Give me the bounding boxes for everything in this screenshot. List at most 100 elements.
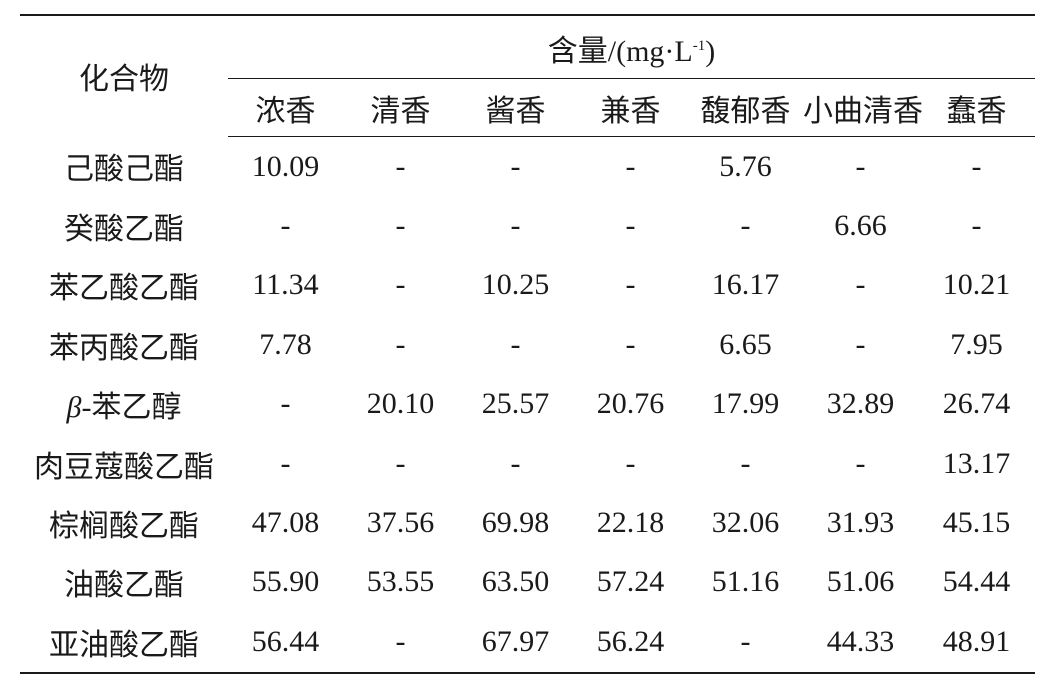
value-cell: - xyxy=(280,209,291,243)
compound-content-table: 化合物 含量/(mg·L-1) 浓香 清香 酱香 兼香 馥郁香 小曲清香 蠢香 … xyxy=(20,14,1036,674)
value-cell: 31.93 xyxy=(826,506,895,540)
value-cell: 32.06 xyxy=(711,506,780,540)
value-cell: 10.25 xyxy=(481,268,550,302)
value-cell: 32.89 xyxy=(826,387,895,421)
value-cell: - xyxy=(510,209,521,243)
data-table-container: 化合物 含量/(mg·L-1) 浓香 清香 酱香 兼香 馥郁香 小曲清香 蠢香 … xyxy=(20,14,1036,674)
value-cell: 45.15 xyxy=(942,506,1011,540)
compound-name-cell: 棕榈酸乙酯 xyxy=(49,510,199,544)
value-cell: 63.50 xyxy=(481,565,550,599)
value-cell: - xyxy=(395,149,406,183)
value-cell: 6.66 xyxy=(834,209,887,243)
value-cell: - xyxy=(510,327,521,361)
value-cell: - xyxy=(510,446,521,480)
table-header: 化合物 含量/(mg·L-1) 浓香 清香 酱香 兼香 馥郁香 小曲清香 蠢香 xyxy=(20,14,1036,137)
value-cell: - xyxy=(740,209,751,243)
column-header: 清香 xyxy=(343,78,458,137)
column-header: 馥郁香 xyxy=(688,78,803,137)
table-row: 苯乙酸乙酯 11.34 - 10.25 - 16.17 - 10.21 xyxy=(20,256,1035,315)
value-cell: 17.99 xyxy=(711,387,780,421)
value-cell: 47.08 xyxy=(251,506,320,540)
value-cell: - xyxy=(971,149,982,183)
compound-name-cell: 油酸乙酯 xyxy=(64,569,184,603)
value-cell: 25.57 xyxy=(481,387,550,421)
value-cell: 56.44 xyxy=(228,612,343,674)
value-cell: - xyxy=(343,612,458,674)
compound-name-cell: β-苯乙醇 xyxy=(20,375,228,434)
content-unit-superscript: -1 xyxy=(692,38,706,54)
value-cell: 57.24 xyxy=(596,565,665,599)
value-cell: 7.95 xyxy=(950,327,1003,361)
value-cell: - xyxy=(625,209,636,243)
value-cell: 22.18 xyxy=(596,506,665,540)
value-cell: 10.21 xyxy=(942,268,1011,302)
value-cell: 54.44 xyxy=(942,565,1011,599)
value-cell: 51.06 xyxy=(826,565,895,599)
value-cell: - xyxy=(280,387,291,421)
value-cell: - xyxy=(855,327,866,361)
value-cell: - xyxy=(855,149,866,183)
value-cell: 53.55 xyxy=(366,565,435,599)
table-row: 癸酸乙酯 - - - - - 6.66 - xyxy=(20,196,1035,255)
value-cell: 10.09 xyxy=(251,149,320,183)
value-cell: - xyxy=(625,268,636,302)
column-header: 兼香 xyxy=(573,78,688,137)
value-cell: 55.90 xyxy=(251,565,320,599)
beta-prefix: β xyxy=(66,391,82,425)
value-cell: 5.76 xyxy=(719,149,772,183)
content-group-close: ) xyxy=(705,35,716,68)
value-cell: 69.98 xyxy=(481,506,550,540)
value-cell: - xyxy=(280,446,291,480)
value-cell: 51.16 xyxy=(711,565,780,599)
table-row: 亚油酸乙酯 56.44 - 67.97 56.24 - 44.33 48.91 xyxy=(20,612,1036,674)
table-body: 己酸己酯 10.09 - - - 5.76 - - 癸酸乙酯 - - - - -… xyxy=(20,137,1036,674)
value-cell: 56.24 xyxy=(573,612,688,674)
table-row: 油酸乙酯 55.90 53.55 63.50 57.24 51.16 51.06… xyxy=(20,553,1035,612)
value-cell: 48.91 xyxy=(918,612,1036,674)
table-row: 棕榈酸乙酯 47.08 37.56 69.98 22.18 32.06 31.9… xyxy=(20,493,1035,552)
compound-name-cell: 亚油酸乙酯 xyxy=(20,612,228,674)
value-cell: - xyxy=(395,268,406,302)
value-cell: 16.17 xyxy=(711,268,780,302)
value-cell: 26.74 xyxy=(942,387,1011,421)
compound-name-cell: 肉豆蔻酸乙酯 xyxy=(34,450,214,484)
header-column-row: 浓香 清香 酱香 兼香 馥郁香 小曲清香 蠢香 xyxy=(20,78,1036,137)
value-cell: - xyxy=(395,209,406,243)
compound-name-text: -苯乙醇 xyxy=(81,391,182,425)
column-header: 蠢香 xyxy=(918,78,1036,137)
content-group-header: 含量/(mg·L-1) xyxy=(228,14,1036,79)
value-cell: 67.97 xyxy=(458,612,573,674)
value-cell: 6.65 xyxy=(719,327,772,361)
compound-name-cell: 癸酸乙酯 xyxy=(64,213,184,247)
column-header: 浓香 xyxy=(228,78,343,137)
value-cell: - xyxy=(510,149,521,183)
compound-name-cell: 苯丙酸乙酯 xyxy=(49,331,199,365)
value-cell: - xyxy=(971,209,982,243)
value-cell: - xyxy=(625,446,636,480)
value-cell: - xyxy=(395,446,406,480)
value-cell: 13.17 xyxy=(942,446,1011,480)
compound-column-header: 化合物 xyxy=(20,14,228,137)
value-cell: - xyxy=(395,327,406,361)
table-row: 肉豆蔻酸乙酯 - - - - - - 13.17 xyxy=(20,434,1035,493)
compound-name-cell: 己酸己酯 xyxy=(64,153,184,187)
value-cell: 20.10 xyxy=(366,387,435,421)
value-cell: 44.33 xyxy=(803,612,918,674)
value-cell: 7.78 xyxy=(259,327,312,361)
value-cell: 20.76 xyxy=(596,387,665,421)
value-cell: - xyxy=(688,612,803,674)
value-cell: - xyxy=(740,446,751,480)
compound-name-cell: 苯乙酸乙酯 xyxy=(49,272,199,306)
header-group-row: 化合物 含量/(mg·L-1) xyxy=(20,14,1036,137)
column-header: 小曲清香 xyxy=(803,78,923,137)
value-cell: 37.56 xyxy=(366,506,435,540)
table-row: 苯丙酸乙酯 7.78 - - - 6.65 - 7.95 xyxy=(20,315,1035,374)
value-cell: - xyxy=(625,149,636,183)
value-cell: - xyxy=(625,327,636,361)
value-cell: - xyxy=(855,268,866,302)
value-cell: - xyxy=(855,446,866,480)
column-header: 酱香 xyxy=(458,78,573,137)
value-cell: 11.34 xyxy=(252,268,319,302)
table-row: 己酸己酯 10.09 - - - 5.76 - - xyxy=(20,137,1035,197)
table-row: β-苯乙醇 - 20.10 25.57 20.76 17.99 32.89 26… xyxy=(20,375,1035,434)
